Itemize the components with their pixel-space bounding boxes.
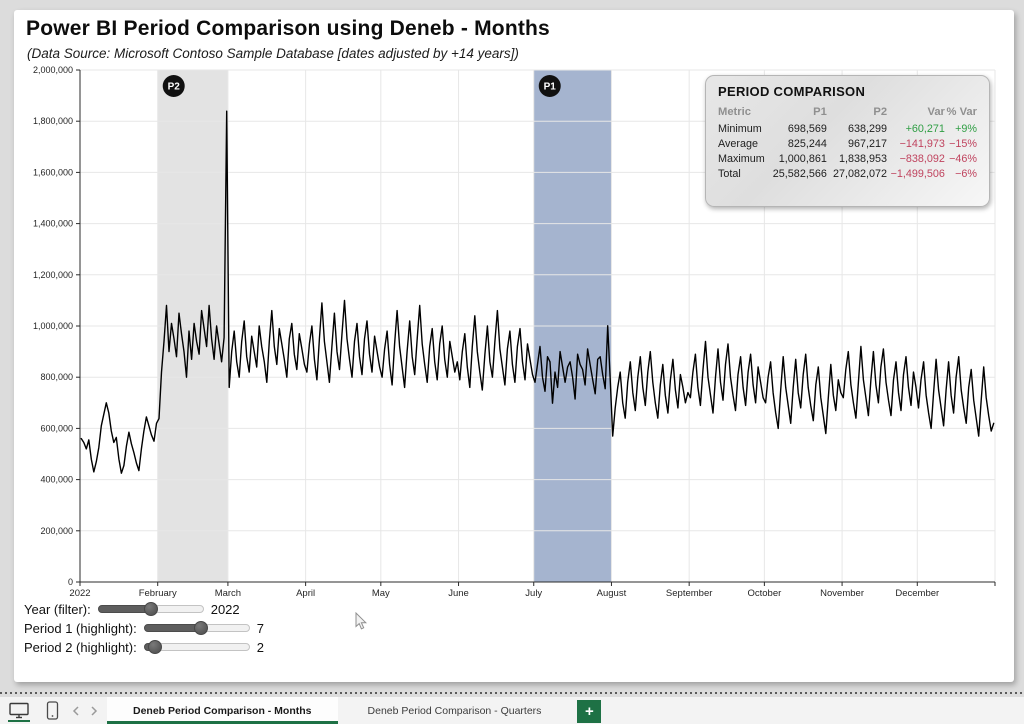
col-var: Var: [927, 106, 945, 118]
x-axis-label: July: [525, 588, 542, 599]
col-p2: P2: [873, 106, 888, 118]
y-axis-label: 1,400,000: [33, 219, 73, 229]
x-axis-label: June: [448, 588, 469, 599]
period-1-highlight-slider[interactable]: [143, 621, 250, 635]
new-page-button[interactable]: +: [577, 700, 602, 723]
comparison-cell: 1,838,953: [839, 152, 888, 165]
page-subtitle: (Data Source: Microsoft Contoso Sample D…: [27, 46, 519, 61]
comparison-row: Total 25,582,566 27,082,072 −1,499,506 −6%: [718, 166, 977, 181]
line-chart: 0 200,000 400,000 600,000 800,000 1,000,000 1,…: [33, 65, 996, 599]
slider-panel: Year (filter): 2022 Period 1 (highlight): 7…: [24, 600, 264, 657]
slider-row: Period 2 (highlight): 2: [24, 638, 264, 656]
x-axis-label: September: [666, 588, 712, 599]
year-filter-value: 2022: [210, 601, 240, 617]
comparison-cell: −6%: [955, 167, 977, 180]
comparison-row: Average 825,244 967,217 −141,973 −15%: [718, 136, 977, 151]
page-title: Power BI Period Comparison using Deneb -…: [26, 17, 550, 40]
year-filter-slider-thumb[interactable]: [143, 602, 158, 616]
period-2-highlight-slider[interactable]: [143, 640, 250, 654]
tab-deneb-quarters[interactable]: Deneb Period Comparison - Quarters: [342, 697, 568, 724]
desktop-view-icon[interactable]: [0, 697, 38, 724]
period-2-highlight-label: Period 2 (highlight):: [24, 639, 137, 655]
comparison-cell: 27,082,072: [833, 167, 888, 180]
comparison-cell: −1,499,506: [890, 167, 945, 180]
comparison-cell: −838,092: [899, 152, 945, 165]
comparison-cell: Minimum: [718, 122, 762, 135]
comparison-cell: +60,271: [905, 122, 945, 135]
period-1-highlight-value: 7: [256, 620, 264, 636]
y-axis-label: 1,000,000: [33, 321, 73, 331]
page-boundary-dotted-line: [0, 692, 1024, 694]
year-filter-slider[interactable]: [97, 602, 204, 616]
comparison-table: Metric P1 P2 Var % Var Minimum 698,569 638…: [718, 105, 977, 181]
tab-deneb-months[interactable]: Deneb Period Comparison - Months: [107, 697, 338, 724]
tab-label: Deneb Period Comparison - Quarters: [367, 704, 542, 717]
comparison-cell: 698,569: [787, 122, 827, 135]
comparison-row: Maximum 1,000,861 1,838,953 −838,092 −46%: [718, 151, 977, 166]
x-axis-label: February: [139, 588, 177, 599]
y-axis-label: 400,000: [40, 475, 73, 485]
mobile-view-icon[interactable]: [38, 697, 67, 724]
y-axis-label: 1,200,000: [33, 270, 73, 280]
col-metric: Metric: [718, 106, 751, 118]
x-axis-label: December: [895, 588, 939, 599]
x-axis-label: November: [820, 588, 864, 599]
comparison-cell: 1,000,861: [778, 152, 827, 165]
comparison-row: Minimum 698,569 638,299 +60,271 +9%: [718, 121, 977, 136]
badge-p2: [162, 75, 185, 97]
y-axis-label: 800,000: [40, 372, 73, 382]
period-comparison-card: PERIOD COMPARISON Metric P1 P2 Var % Var…: [705, 75, 990, 207]
comparison-cell: Average: [718, 137, 759, 150]
comparison-cell: 638,299: [848, 122, 888, 135]
x-axis-label: October: [747, 588, 781, 599]
desktop-view-active-underline: [8, 719, 30, 722]
y-axis-label: 0: [68, 577, 73, 587]
sales-line-series: [80, 110, 995, 474]
prev-page-chevron-icon[interactable]: [67, 697, 85, 724]
y-axis-label: 200,000: [40, 526, 73, 536]
comparison-card-title: PERIOD COMPARISON: [718, 84, 866, 99]
page-navigation-bar: Deneb Period Comparison - Months Deneb P…: [0, 697, 1024, 724]
period-1-highlight-label: Period 1 (highlight):: [24, 620, 137, 636]
comparison-cell: −46%: [949, 152, 977, 165]
badge-p1-label: P1: [544, 82, 557, 93]
comparison-cell: 967,217: [848, 137, 888, 150]
year-filter-label: Year (filter):: [24, 601, 91, 617]
col-p1: P1: [813, 106, 827, 118]
x-axis-label: August: [597, 588, 627, 599]
slider-row: Year (filter): 2022: [24, 600, 264, 618]
comparison-cell: Maximum: [718, 152, 765, 165]
comparison-cell: −141,973: [899, 137, 945, 150]
comparison-cell: 25,582,566: [772, 167, 827, 180]
report-canvas: Power BI Period Comparison using Deneb -…: [14, 10, 1014, 682]
period-2-highlight-slider-thumb[interactable]: [148, 640, 163, 654]
x-axis-label: March: [215, 588, 241, 599]
period-2-highlight-value: 2: [256, 639, 264, 655]
badge-p2-label: P2: [168, 82, 181, 93]
y-axis-label: 600,000: [40, 423, 73, 433]
comparison-cell: 825,244: [787, 137, 827, 150]
y-axis-label: 1,800,000: [33, 116, 73, 126]
comparison-cell: Total: [718, 167, 741, 180]
period-1-highlight-slider-thumb[interactable]: [193, 621, 208, 635]
mouse-cursor: [355, 612, 368, 630]
comparison-cell: +9%: [955, 122, 977, 135]
slider-row: Period 1 (highlight): 7: [24, 619, 264, 637]
tab-label: Deneb Period Comparison - Months: [133, 704, 312, 717]
x-axis-label: April: [296, 588, 315, 599]
badge-p1: [538, 75, 561, 97]
comparison-header-row: Metric P1 P2 Var % Var: [718, 105, 977, 121]
col-pct-var: % Var: [946, 106, 977, 118]
x-axis-label: May: [372, 588, 390, 599]
comparison-cell: −15%: [949, 137, 977, 150]
next-page-chevron-icon[interactable]: [85, 697, 103, 724]
x-axis-label: 2022: [69, 588, 90, 599]
y-axis-label: 2,000,000: [33, 65, 73, 75]
y-axis-label: 1,600,000: [33, 167, 73, 177]
